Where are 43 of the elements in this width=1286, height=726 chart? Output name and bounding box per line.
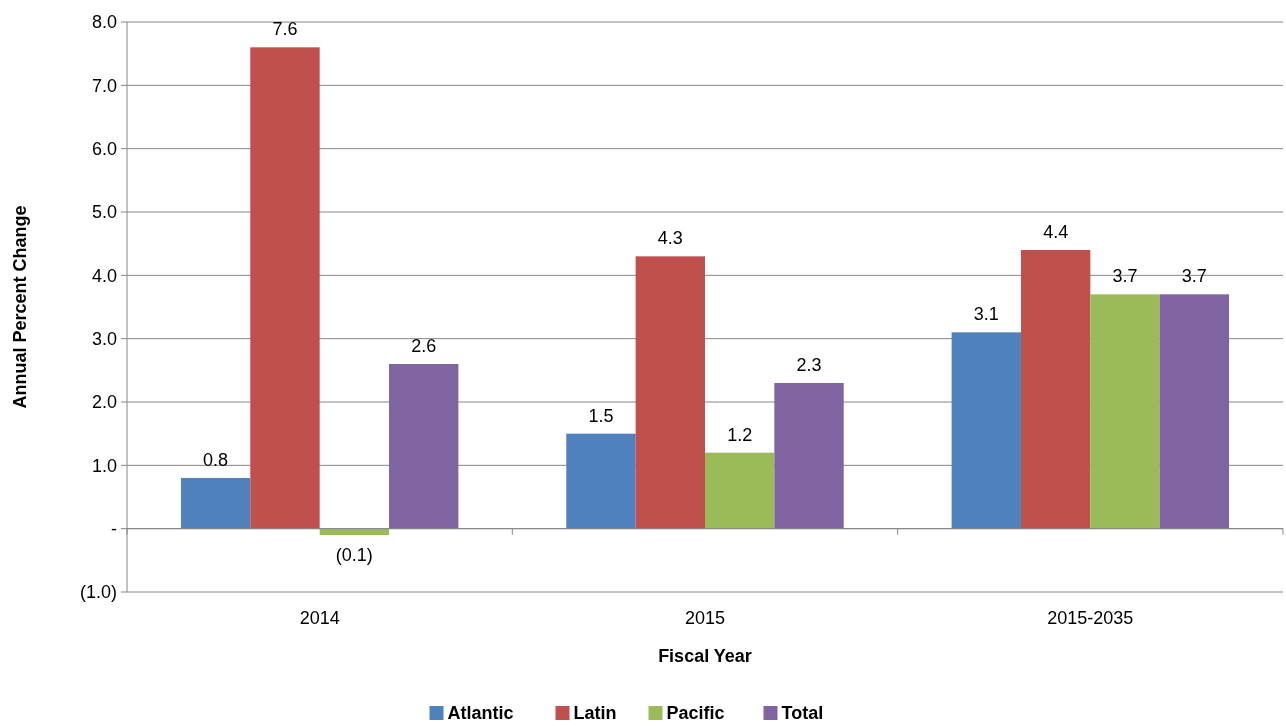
bar (389, 364, 459, 529)
bar (180, 478, 251, 529)
data-label: 3.1 (973, 304, 999, 325)
data-label: 2.6 (411, 336, 437, 356)
bar (319, 528, 390, 535)
y-tick-label: 8.0 (91, 12, 117, 33)
data-label: 1.2 (727, 424, 753, 445)
x-axis-title: Fiscal Year (658, 646, 752, 666)
bar (1159, 294, 1230, 529)
bar (635, 256, 705, 529)
y-tick-label: 3.0 (91, 328, 117, 349)
x-tick-label: 2015-2035 (1047, 608, 1134, 628)
data-label: 3.7 (1112, 266, 1138, 287)
data-label: 4.3 (657, 228, 683, 249)
data-label: 0.8 (203, 450, 229, 470)
x-tick-label: 2015 (684, 608, 726, 628)
data-label: 4.4 (1043, 222, 1069, 242)
bar (951, 332, 1021, 529)
y-tick-label: 2.0 (91, 392, 117, 413)
y-axis-title: Annual Percent Change (10, 205, 30, 409)
bar (566, 433, 636, 529)
y-tick-label: 7.0 (91, 75, 117, 96)
bar (1020, 250, 1091, 529)
y-tick-label: 5.0 (91, 202, 117, 223)
y-tick-label: 1.0 (91, 455, 117, 476)
bar (250, 47, 320, 529)
data-label: (0.1) (335, 545, 373, 565)
bar (1090, 294, 1160, 529)
bar (705, 452, 775, 529)
bar (774, 383, 844, 529)
data-label: 2.3 (796, 355, 822, 375)
y-tick-label: (1.0) (79, 582, 117, 603)
y-tick-label: 6.0 (91, 138, 117, 159)
y-tick-label: 4.0 (91, 265, 117, 286)
legend-label: Latin (573, 703, 617, 724)
data-label: 1.5 (588, 405, 614, 426)
x-tick-label: 2014 (299, 608, 340, 628)
legend-label: Atlantic (447, 703, 514, 724)
legend-label: Pacific (666, 703, 725, 724)
data-label: 7.6 (272, 19, 298, 40)
legend-label: Total (781, 703, 824, 724)
data-label: 3.7 (1181, 266, 1207, 287)
y-tick-label: - (111, 518, 117, 539)
